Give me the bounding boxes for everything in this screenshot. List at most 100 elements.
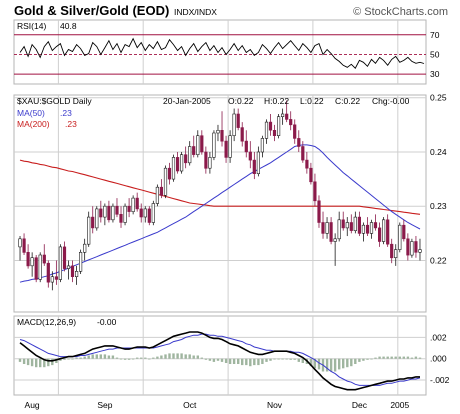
price-frame xyxy=(13,94,427,313)
candle-down xyxy=(390,243,394,259)
candle-up xyxy=(212,132,216,158)
candle-up xyxy=(216,130,220,134)
macd-label: MACD(12,26,9) xyxy=(17,317,76,327)
candle-down xyxy=(46,262,50,283)
macd-histogram-bar xyxy=(346,358,349,368)
candle-up xyxy=(171,157,176,180)
candle-down xyxy=(321,222,325,234)
candle-down xyxy=(297,138,301,147)
candle-down xyxy=(184,154,188,164)
candle-up xyxy=(381,219,386,242)
candle-up xyxy=(208,157,212,169)
candle-down xyxy=(406,238,410,256)
macd-histogram-bar xyxy=(354,358,357,364)
macd-histogram-bar xyxy=(366,358,369,360)
candle-down xyxy=(244,140,248,153)
candle-up xyxy=(79,252,83,272)
macd-histogram-bar xyxy=(216,358,220,361)
macd-histogram-bar xyxy=(196,355,199,359)
macd-histogram-bar xyxy=(212,358,216,362)
macd-histogram-bar xyxy=(297,358,300,362)
chart-title: Gold & Silver/Gold (EOD) xyxy=(14,3,169,18)
macd-histogram-bar xyxy=(277,358,280,360)
candle-down xyxy=(349,222,353,231)
macd-histogram-bar xyxy=(269,358,272,361)
macd-histogram-bar xyxy=(386,356,389,359)
macd-histogram-bar xyxy=(22,358,26,364)
quote-open: O:0.22 xyxy=(228,96,254,106)
x-axis-label: Oct xyxy=(183,400,197,410)
candle-up xyxy=(345,222,349,229)
quote-date: 20-Jan-2005 xyxy=(163,96,211,106)
macd-histogram-bar xyxy=(325,358,329,372)
candle-up xyxy=(30,257,34,267)
candle-up xyxy=(58,246,62,280)
macd-histogram-bar xyxy=(394,356,397,359)
macd-histogram-bar xyxy=(418,357,422,359)
ma200-line xyxy=(19,159,421,215)
candle-up xyxy=(151,203,155,223)
macd-histogram-bar xyxy=(378,356,381,359)
candle-down xyxy=(62,246,67,269)
candle-down xyxy=(365,224,370,234)
price-tick-label: 0.23 xyxy=(430,201,447,211)
macd-histogram-bar xyxy=(87,355,90,359)
candle-up xyxy=(180,154,184,172)
candle-down xyxy=(91,216,95,229)
candle-up xyxy=(418,249,422,253)
macd-last-value: -0.00 xyxy=(97,317,117,327)
macd-histogram-bar xyxy=(119,358,123,360)
macd-histogram-bar xyxy=(390,356,393,359)
candle-down xyxy=(119,214,123,223)
quote-low: L:0.22 xyxy=(300,96,324,106)
macd-histogram-bar xyxy=(35,358,38,368)
candle-up xyxy=(260,138,265,153)
candle-up xyxy=(264,121,269,139)
macd-histogram-bar xyxy=(414,356,418,359)
candle-up xyxy=(143,208,147,218)
candle-down xyxy=(272,130,277,137)
macd-histogram-bar xyxy=(43,358,46,368)
macd-histogram-bar xyxy=(188,354,191,359)
macd-panel: .002 .000 -.002 MACD(12,26,9) -0.00 xyxy=(13,315,450,396)
macd-histogram-bar xyxy=(309,358,313,367)
rsi-line xyxy=(19,37,425,69)
rsi-label: RSI(14) xyxy=(17,21,46,31)
candle-down xyxy=(240,127,244,142)
macd-histogram-bar xyxy=(127,358,131,360)
rsi-tick-label: 70 xyxy=(430,30,440,40)
macd-histogram-bar xyxy=(91,354,94,359)
macd-histogram-bar xyxy=(18,358,22,362)
candle-up xyxy=(66,265,71,269)
candle-up xyxy=(95,208,99,229)
quote-change: Chg:-0.00 xyxy=(372,96,410,106)
candle-up xyxy=(83,243,87,253)
quote-close: C:0.22 xyxy=(335,96,360,106)
macd-histogram-bar xyxy=(156,356,159,359)
macd-histogram-bar xyxy=(333,358,337,372)
candle-up xyxy=(38,254,42,280)
candle-up xyxy=(87,216,91,245)
macd-histogram-bar xyxy=(228,358,232,364)
candle-up xyxy=(50,276,54,283)
macd-histogram-bar xyxy=(103,354,107,359)
rsi-tick-label: 30 xyxy=(430,69,440,79)
ma200-legend-name: MA(200) xyxy=(17,119,50,129)
candle-down xyxy=(236,113,240,128)
macd-signal-line xyxy=(19,333,421,386)
macd-histogram-bar xyxy=(71,358,74,360)
macd-line xyxy=(19,331,420,391)
candle-up xyxy=(103,205,107,218)
macd-tick-label: .000 xyxy=(430,354,447,364)
candle-up xyxy=(398,224,402,250)
macd-histogram-bar xyxy=(79,357,82,359)
macd-histogram-bar xyxy=(249,358,252,367)
candle-up xyxy=(280,113,285,118)
candle-down xyxy=(386,219,390,245)
macd-histogram-bar xyxy=(75,357,78,359)
macd-histogram-bar xyxy=(370,358,373,360)
macd-histogram-bar xyxy=(293,358,296,360)
candle-down xyxy=(357,216,362,234)
candle-down xyxy=(34,257,38,280)
